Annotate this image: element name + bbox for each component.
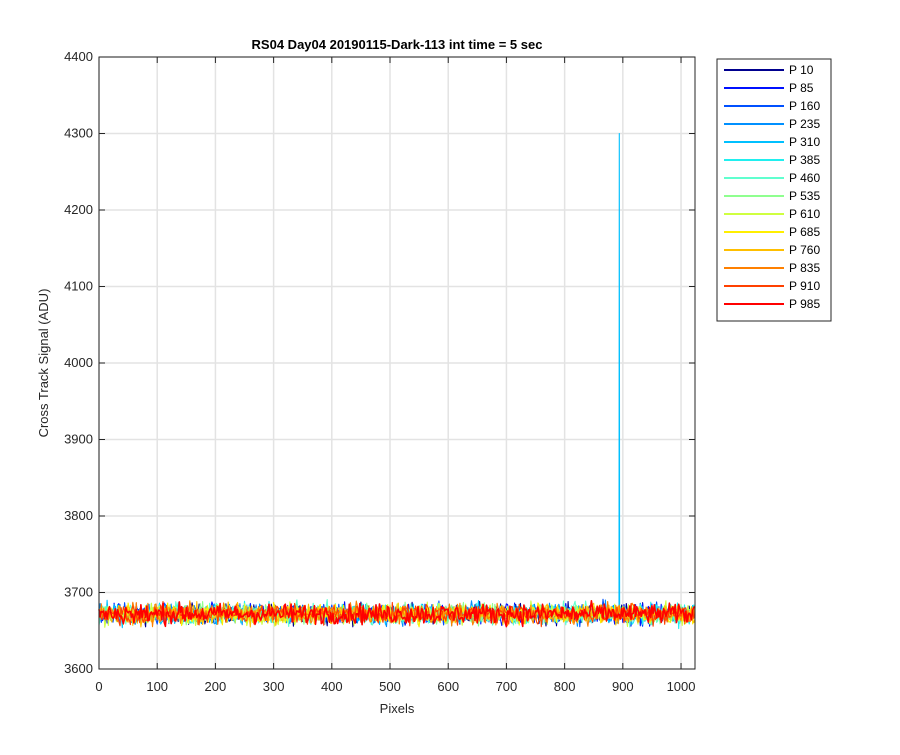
chart-title: RS04 Day04 20190115-Dark-113 int time = … bbox=[252, 37, 543, 52]
legend-label: P 310 bbox=[789, 135, 820, 149]
legend-label: P 910 bbox=[789, 279, 820, 293]
ticks: 0 100 200 300 400 500 600 700 800 900 1000 3600 3700… bbox=[64, 49, 695, 694]
x-tick-label: 300 bbox=[263, 679, 285, 694]
x-tick-label: 800 bbox=[554, 679, 576, 694]
y-tick-label: 3800 bbox=[64, 508, 93, 523]
x-tick-label: 600 bbox=[437, 679, 459, 694]
legend-label: P 235 bbox=[789, 117, 820, 131]
y-axis-label: Cross Track Signal (ADU) bbox=[36, 289, 51, 438]
legend-label: P 685 bbox=[789, 225, 820, 239]
y-tick-label: 4000 bbox=[64, 355, 93, 370]
x-axis-label: Pixels bbox=[380, 701, 415, 716]
y-tick-label: 3600 bbox=[64, 661, 93, 676]
legend-label: P 535 bbox=[789, 189, 820, 203]
series-line bbox=[98, 600, 696, 628]
legend: P 10 P 85 P 160 P 235 P 310 P 385 P 460 P 535 P … bbox=[716, 58, 832, 322]
y-tick-label: 4200 bbox=[64, 202, 93, 217]
legend-label: P 10 bbox=[789, 63, 814, 77]
y-tick-label: 3900 bbox=[64, 432, 93, 447]
legend-label: P 85 bbox=[789, 81, 814, 95]
legend-label: P 835 bbox=[789, 261, 820, 275]
y-tick-label: 3700 bbox=[64, 585, 93, 600]
legend-label: P 460 bbox=[789, 171, 820, 185]
x-tick-label: 500 bbox=[379, 679, 401, 694]
plot-area bbox=[98, 132, 696, 630]
legend-label: P 160 bbox=[789, 99, 820, 113]
legend-label: P 985 bbox=[789, 297, 820, 311]
y-tick-label: 4100 bbox=[64, 279, 93, 294]
x-tick-label: 200 bbox=[205, 679, 227, 694]
x-tick-label: 0 bbox=[95, 679, 102, 694]
legend-box bbox=[716, 58, 832, 322]
legend-label: P 760 bbox=[789, 243, 820, 257]
x-tick-label: 100 bbox=[146, 679, 168, 694]
x-tick-label: 900 bbox=[612, 679, 634, 694]
x-tick-label: 1000 bbox=[667, 679, 696, 694]
y-tick-label: 4400 bbox=[64, 49, 93, 64]
x-tick-label: 700 bbox=[496, 679, 518, 694]
legend-label: P 610 bbox=[789, 207, 820, 221]
x-tick-label: 400 bbox=[321, 679, 343, 694]
legend-label: P 385 bbox=[789, 153, 820, 167]
y-tick-label: 4300 bbox=[64, 126, 93, 141]
